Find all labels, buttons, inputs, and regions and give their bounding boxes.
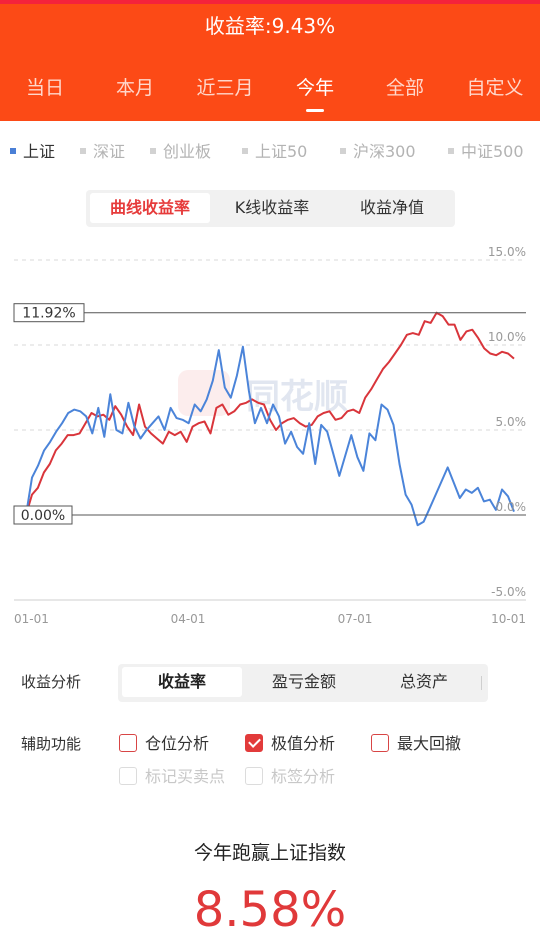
x-tick-label: 07-01	[338, 612, 373, 626]
checkbox-icon	[245, 767, 263, 785]
checkbox-icon	[371, 734, 389, 752]
legend-dot	[448, 148, 454, 154]
checkbox-icon	[119, 767, 137, 785]
tab-curve-return[interactable]: 曲线收益率	[90, 193, 210, 223]
tab-label: 近三月	[196, 77, 254, 99]
tab-separator	[481, 676, 482, 690]
beat-index-value: 8.58%	[193, 882, 347, 938]
tab-this-year[interactable]: 今年	[270, 72, 360, 112]
tab-kline-return[interactable]: K线收益率	[234, 198, 310, 217]
checkbox-label: 极值分析	[271, 734, 336, 753]
chart-type-tabs: 曲线收益率 K线收益率 收益净值	[86, 190, 455, 227]
checkbox-tag-analysis: 标签分析	[245, 766, 335, 788]
beat-index-title: 今年跑赢上证指数	[193, 842, 346, 864]
legend-dot	[242, 148, 248, 154]
tab-return-rate[interactable]: 收益率	[122, 667, 242, 697]
x-tick-label: 01-01	[14, 612, 49, 626]
y-tick-label: 0.0%	[496, 500, 527, 514]
page-title: 收益率:9.43%	[204, 14, 336, 38]
checkbox-checked-icon	[245, 734, 263, 752]
y-tick-label: -5.0%	[491, 585, 526, 599]
chart-markers: 11.92% 0.00%	[13, 303, 526, 525]
index-csi500[interactable]: 中证500	[448, 140, 524, 164]
y-tick-label: 15.0%	[488, 245, 526, 259]
y-tick-label: 5.0%	[496, 415, 527, 429]
legend-dot	[10, 148, 16, 154]
tab-total-assets[interactable]: 总资产	[399, 672, 448, 691]
header: 收益率:9.43% 当日 本月 近三月 今年 全部 自定义	[0, 0, 540, 121]
checkbox-label: 标签分析	[271, 767, 336, 786]
analysis-tabs: 收益率 盈亏金额 总资产	[118, 664, 488, 702]
tab-label: 本月	[115, 77, 154, 99]
active-tab-indicator	[306, 109, 324, 112]
tab-net-value[interactable]: 收益净值	[359, 198, 424, 217]
start-value-label: 0.00%	[21, 508, 65, 524]
index-csi300[interactable]: 沪深300	[340, 140, 416, 164]
status-strip	[0, 0, 540, 4]
legend-dot	[80, 148, 86, 154]
index-label: 上证50	[255, 142, 308, 161]
checkbox-icon	[119, 734, 137, 752]
index-label: 深证	[93, 142, 126, 161]
period-tabs: 当日 本月 近三月 今年 全部 自定义	[0, 72, 540, 112]
analysis-label: 收益分析	[21, 673, 82, 691]
checkbox-trade-marks: 标记买卖点	[119, 766, 225, 788]
tab-custom[interactable]: 自定义	[450, 72, 540, 108]
index-return-line	[25, 345, 515, 527]
chart-series	[25, 311, 515, 527]
index-shenzhen[interactable]: 深证	[80, 140, 125, 164]
index-label: 中证500	[461, 142, 524, 161]
index-chinext[interactable]: 创业板	[150, 140, 211, 164]
tab-label: 全部	[385, 77, 424, 99]
aux-label: 辅助功能	[21, 735, 82, 753]
max-value-box	[13, 303, 85, 323]
x-tick-label: 04-01	[171, 612, 206, 626]
index-label: 沪深300	[353, 142, 416, 161]
tab-profit-amount[interactable]: 盈亏金额	[271, 672, 336, 691]
index-label: 创业板	[163, 142, 212, 161]
watermark: 同花顺	[178, 370, 348, 417]
return-chart: 同花顺 15.0% 10.0% 5.0% 0.0% -5.0% 01-01 04-01 07-…	[13, 245, 526, 626]
tab-all[interactable]: 全部	[360, 72, 450, 108]
tab-today[interactable]: 当日	[0, 72, 90, 108]
checkbox-max-drawdown[interactable]: 最大回撤	[371, 733, 461, 755]
index-selector: 上证 深证 创业板 上证50 沪深300 中证500	[0, 140, 540, 166]
checkbox-extreme-analysis[interactable]: 极值分析	[245, 733, 335, 755]
y-tick-label: 10.0%	[488, 330, 526, 344]
chart-axis-labels: 15.0% 10.0% 5.0% 0.0% -5.0% 01-01 04-01 07-01 10…	[14, 245, 526, 626]
checkbox-label: 仓位分析	[145, 734, 210, 753]
tab-month[interactable]: 本月	[90, 72, 180, 108]
legend-dot	[340, 148, 346, 154]
checkbox-label: 最大回撤	[397, 734, 462, 753]
checkbox-position-analysis[interactable]: 仓位分析	[119, 733, 209, 755]
max-value-label: 11.92%	[22, 306, 75, 322]
index-shanghai[interactable]: 上证	[10, 140, 55, 164]
checkbox-label: 标记买卖点	[145, 767, 226, 786]
legend-dot	[150, 148, 156, 154]
start-value-box	[13, 505, 73, 525]
index-label: 上证	[23, 142, 56, 161]
tab-three-months[interactable]: 近三月	[180, 72, 270, 108]
x-tick-label: 10-01	[491, 612, 526, 626]
index-sse50[interactable]: 上证50	[242, 140, 307, 164]
tab-label: 当日	[25, 77, 64, 99]
tab-label: 自定义	[466, 77, 524, 99]
tab-label: 今年	[295, 77, 334, 99]
watermark-logo	[178, 370, 230, 416]
